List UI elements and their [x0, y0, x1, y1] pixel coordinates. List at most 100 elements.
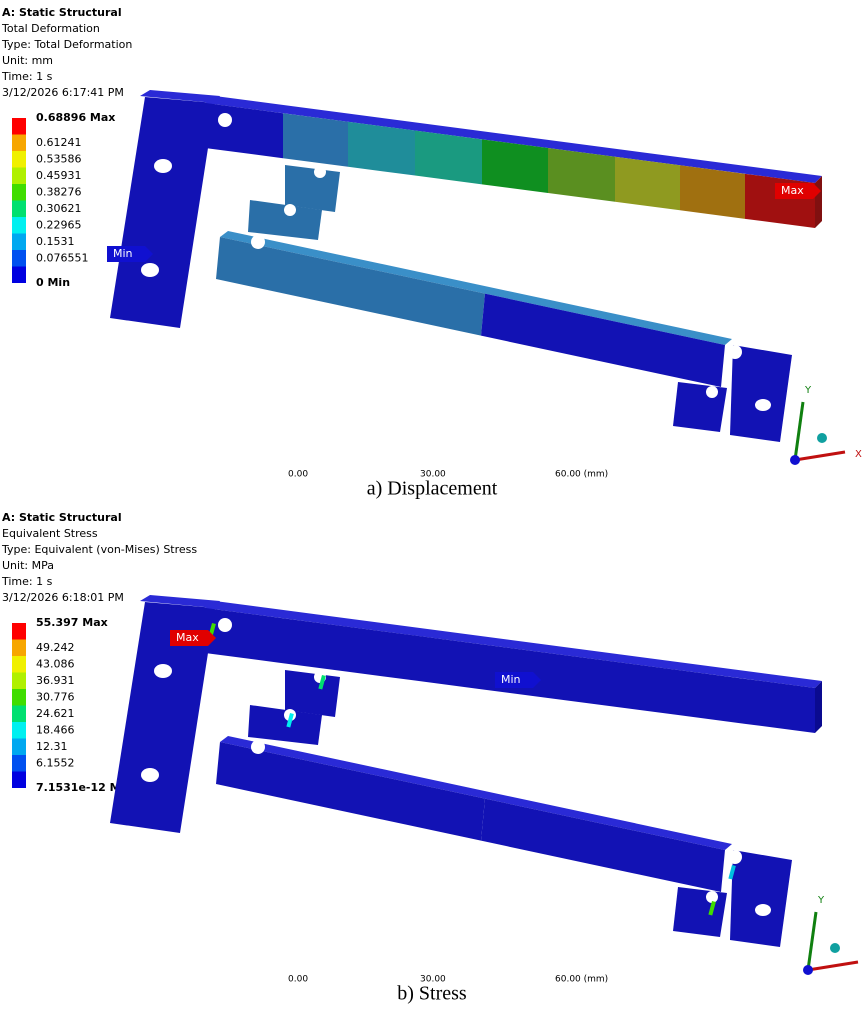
- tag-label: Min: [501, 673, 521, 686]
- header-line: Time: 1 s: [1, 575, 53, 588]
- legend-swatch: [12, 234, 26, 251]
- hole: [284, 204, 296, 216]
- hole: [314, 166, 326, 178]
- legend-swatch: [12, 135, 26, 152]
- axis-z: [790, 455, 800, 465]
- legend-swatch: [12, 184, 26, 201]
- axis-y: [795, 402, 803, 460]
- caption: a) Displacement: [367, 478, 498, 500]
- caption: b) Stress: [397, 983, 467, 1005]
- header-line: Time: 1 s: [1, 70, 53, 83]
- legend-label: 0.61241: [36, 136, 82, 149]
- body-face: [348, 627, 415, 681]
- body-face: [680, 670, 745, 724]
- scale-label: 0.00: [288, 975, 308, 985]
- legend-swatch: [12, 706, 26, 723]
- legend-label: 0.45931: [36, 169, 82, 182]
- legend-label: 55.397 Max: [36, 616, 108, 629]
- header-line: Type: Total Deformation: [1, 38, 132, 51]
- body-face: [730, 850, 792, 947]
- legend-label: 0.076551: [36, 251, 89, 264]
- body-face: [283, 113, 348, 167]
- body-face: [745, 679, 815, 733]
- body-face: [216, 742, 485, 841]
- legend-swatch: [12, 151, 26, 168]
- legend-swatch: [12, 772, 26, 789]
- triad-sphere: [817, 433, 827, 443]
- hole: [251, 740, 265, 754]
- body-face: [548, 653, 615, 707]
- body-face: [615, 662, 680, 716]
- body-face: [415, 131, 482, 185]
- axis-label: Y: [817, 895, 825, 906]
- legend-label: 18.466: [36, 723, 75, 736]
- body-face: [745, 174, 815, 228]
- hole: [728, 345, 742, 359]
- body-face: [110, 97, 215, 328]
- body-face: [482, 139, 548, 193]
- legend-swatch: [12, 673, 26, 690]
- header-line: Equivalent Stress: [2, 527, 98, 540]
- tag-label: Max: [781, 184, 804, 197]
- body-face: [673, 887, 727, 937]
- legend-swatch: [12, 217, 26, 234]
- body-face: [415, 636, 482, 690]
- header-title: A: Static Structural: [2, 511, 122, 524]
- legend-label: 12.31: [36, 740, 68, 753]
- axis-y: [808, 912, 816, 970]
- legend-label: 36.931: [36, 674, 75, 687]
- body-face: [481, 294, 725, 387]
- scale-label: 0.00: [288, 470, 308, 480]
- hole: [141, 263, 159, 277]
- legend-label: 0 Min: [36, 276, 70, 289]
- scale-label: 60.00 (mm): [555, 975, 608, 985]
- hole: [706, 386, 718, 398]
- hole: [755, 904, 771, 916]
- legend-swatch: [12, 656, 26, 673]
- axis-label: Y: [804, 385, 812, 396]
- legend-swatch: [12, 201, 26, 218]
- legend-swatch: [12, 722, 26, 739]
- body-face: [615, 157, 680, 211]
- body-face: [348, 122, 415, 176]
- legend-label: 43.086: [36, 657, 75, 670]
- body-face: [285, 165, 340, 212]
- axis-x: [795, 452, 845, 460]
- legend-label: 49.242: [36, 641, 75, 654]
- hole: [154, 664, 172, 678]
- legend-swatch: [12, 623, 26, 640]
- header-line: 3/12/2026 6:18:01 PM: [2, 591, 124, 604]
- legend-swatch: [12, 267, 26, 284]
- body-face: [548, 148, 615, 202]
- legend-label: 24.621: [36, 707, 75, 720]
- body-face: [481, 799, 725, 892]
- header-line: Unit: MPa: [2, 559, 54, 572]
- legend-swatch: [12, 755, 26, 772]
- hole: [218, 113, 232, 127]
- body-face: [815, 681, 822, 733]
- body-face: [285, 670, 340, 717]
- axis-z: [803, 965, 813, 975]
- legend-label: 0.68896 Max: [36, 111, 115, 124]
- legend-label: 0.30621: [36, 202, 82, 215]
- panel-stress: A: Static Structural Equivalent Stress Typ…: [0, 505, 865, 1018]
- axis-label: X: [855, 449, 862, 460]
- hole: [218, 618, 232, 632]
- body-face: [730, 345, 792, 442]
- triad-sphere: [830, 943, 840, 953]
- body-face: [482, 644, 548, 698]
- legend-label: 0.1531: [36, 235, 75, 248]
- legend-swatch: [12, 689, 26, 706]
- hole: [251, 235, 265, 249]
- hole: [755, 399, 771, 411]
- legend-swatch: [12, 739, 26, 756]
- header-title: A: Static Structural: [2, 6, 122, 19]
- hole: [141, 768, 159, 782]
- header-line: Type: Equivalent (von-Mises) Stress: [1, 543, 197, 556]
- body-face: [216, 237, 485, 336]
- body-face: [673, 382, 727, 432]
- header-line: 3/12/2026 6:17:41 PM: [2, 86, 124, 99]
- legend-label: 0.22965: [36, 218, 82, 231]
- legend-swatch: [12, 250, 26, 267]
